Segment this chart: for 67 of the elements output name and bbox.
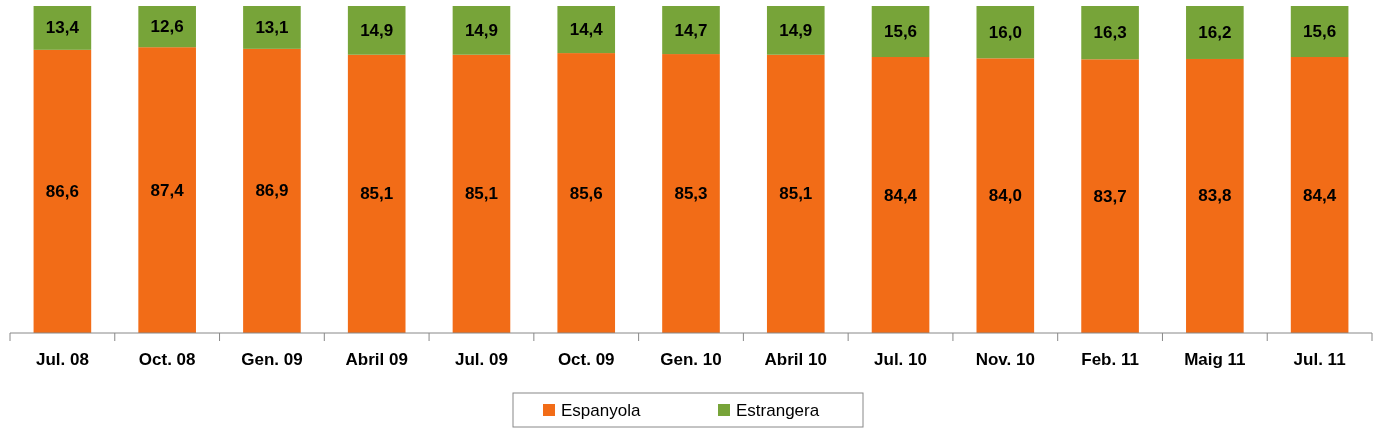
bar xyxy=(347,6,406,55)
data-label: 15,6 xyxy=(883,22,918,42)
bar xyxy=(138,47,196,333)
x-tick-label: Abril 09 xyxy=(345,350,408,369)
x-tick-label: Gen. 10 xyxy=(660,350,722,369)
data-label: 84,4 xyxy=(883,185,918,205)
bar xyxy=(452,54,511,333)
data-label: 84,4 xyxy=(1303,185,1337,205)
bar xyxy=(871,6,930,58)
x-tick-label: Maig 11 xyxy=(1184,350,1246,369)
x-tick-label: Jul. 09 xyxy=(455,350,508,369)
data-label: 16,3 xyxy=(1093,23,1127,43)
x-tick-label: Jul. 08 xyxy=(35,350,89,369)
data-label: 14,9 xyxy=(779,20,813,40)
data-label: 14,9 xyxy=(360,20,394,40)
bar xyxy=(662,54,720,333)
bar xyxy=(1290,57,1349,333)
data-label: 85,6 xyxy=(569,183,603,203)
data-label: 87,4 xyxy=(150,180,185,200)
data-label: 86,9 xyxy=(255,181,289,201)
bar xyxy=(557,53,616,333)
x-tick-label: Nov. 10 xyxy=(975,350,1035,369)
data-label: 14,4 xyxy=(569,20,604,40)
data-label: 15,6 xyxy=(1303,22,1337,42)
bar xyxy=(138,6,196,48)
x-tick-label: Jul. 11 xyxy=(1293,350,1346,369)
bar xyxy=(976,6,1035,59)
bar xyxy=(452,6,511,55)
bar xyxy=(1081,6,1139,60)
data-label: 14,9 xyxy=(464,20,499,40)
data-label: 85,1 xyxy=(360,184,394,204)
bar xyxy=(976,58,1035,333)
data-label: 85,1 xyxy=(779,184,813,204)
bar xyxy=(347,54,406,333)
bar xyxy=(557,6,616,54)
bar xyxy=(871,57,930,333)
x-tick-label: Jul. 10 xyxy=(874,350,927,369)
data-label: 12,6 xyxy=(150,17,184,37)
data-label: 83,8 xyxy=(1198,186,1232,206)
x-tick-label: Oct. 08 xyxy=(138,350,196,369)
data-label: 14,7 xyxy=(674,20,708,40)
legend-label: Estrangera xyxy=(736,400,820,420)
data-label: 13,1 xyxy=(255,17,289,37)
x-tick-label: Gen. 09 xyxy=(241,350,303,369)
x-tick-label: Feb. 11 xyxy=(1081,350,1139,369)
bar xyxy=(33,6,92,50)
bar xyxy=(243,6,301,49)
bar xyxy=(1081,59,1139,333)
bar xyxy=(766,6,825,55)
data-label: 13,4 xyxy=(45,18,80,38)
data-label: 85,3 xyxy=(674,184,708,204)
x-tick-label: Abril 10 xyxy=(764,350,827,369)
bar xyxy=(662,6,720,55)
bar xyxy=(243,48,301,333)
data-label: 83,7 xyxy=(1093,186,1127,206)
x-tick-label: Oct. 09 xyxy=(557,350,615,369)
legend-label: Espanyola xyxy=(561,400,641,420)
data-label: 16,2 xyxy=(1198,22,1232,42)
bar xyxy=(1186,6,1244,59)
bar xyxy=(1290,6,1349,58)
bar xyxy=(33,49,92,333)
bar xyxy=(1186,58,1244,333)
data-label: 86,6 xyxy=(45,181,79,201)
data-label: 16,0 xyxy=(988,22,1022,42)
bar xyxy=(766,54,825,333)
data-label: 84,0 xyxy=(988,186,1022,206)
data-label: 85,1 xyxy=(464,184,499,204)
